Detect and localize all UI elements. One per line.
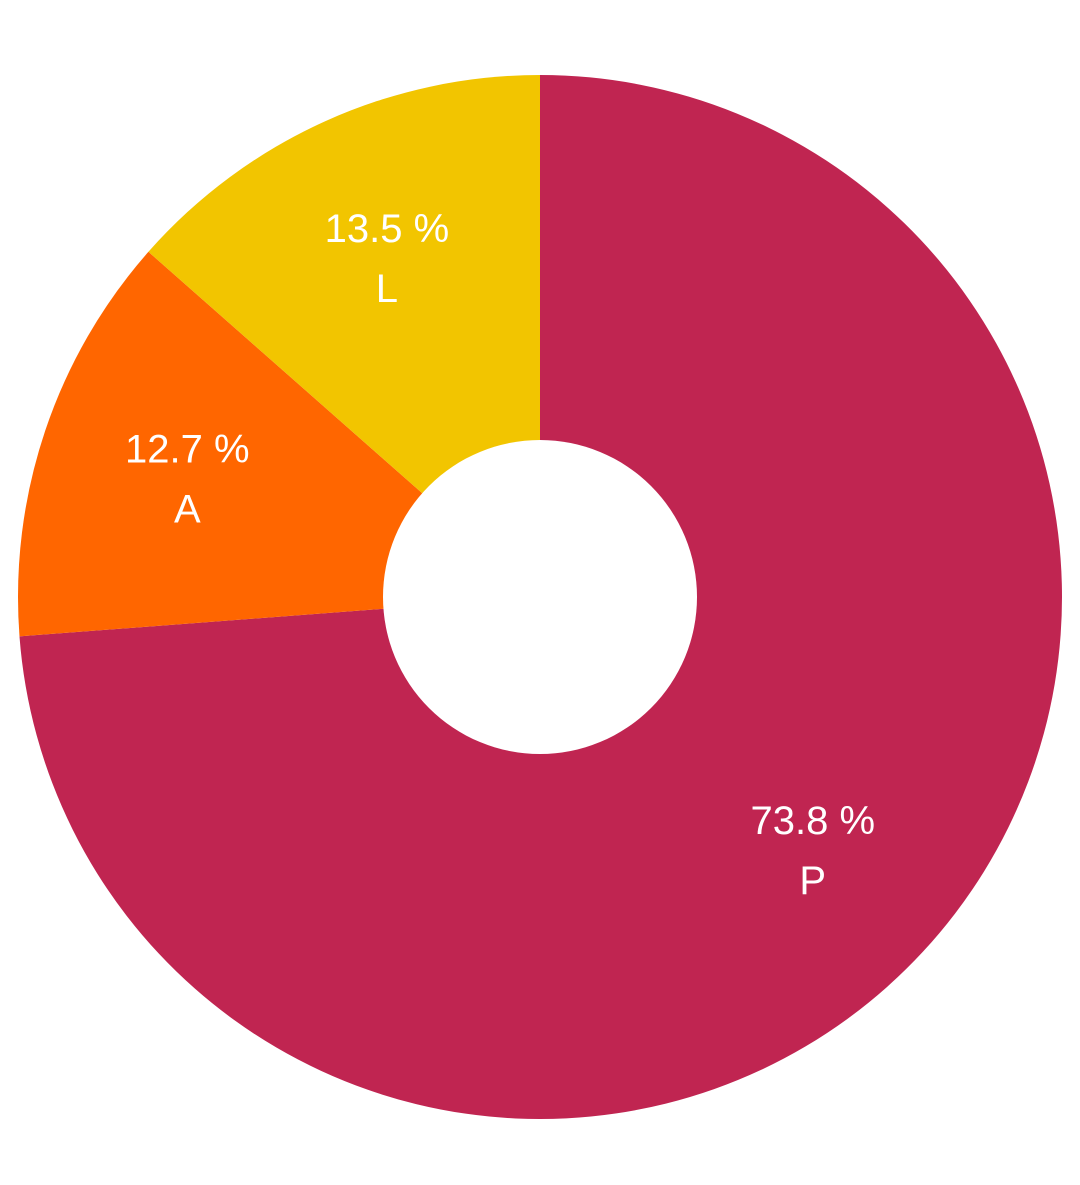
slice-value-label: 13.5 % bbox=[325, 207, 450, 251]
slice-l bbox=[148, 75, 540, 597]
slice-category-label: A bbox=[174, 488, 201, 532]
slice-category-label: L bbox=[376, 267, 398, 311]
chart-labels: 73.8 % P 12.7 % A 13.5 % L bbox=[125, 207, 875, 903]
slice-value-label: 12.7 % bbox=[125, 428, 250, 472]
slice-value-label: 73.8 % bbox=[751, 799, 876, 843]
slice-category-label: P bbox=[799, 859, 826, 903]
donut-hole bbox=[383, 440, 697, 754]
